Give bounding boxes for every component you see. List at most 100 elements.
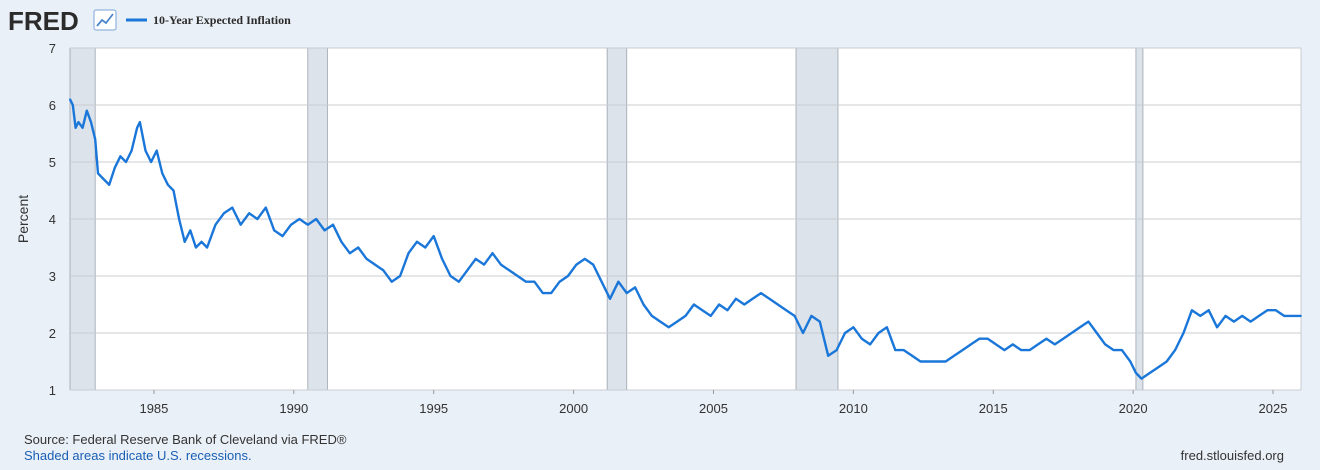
data-point <box>743 303 746 306</box>
recession-note-link[interactable]: Shaded areas indicate U.S. recessions. <box>24 448 252 463</box>
data-point <box>441 258 443 260</box>
data-point <box>144 149 147 152</box>
data-point <box>659 320 662 323</box>
data-point <box>785 309 788 312</box>
data-point <box>961 349 964 351</box>
data-point <box>94 138 97 141</box>
data-point <box>416 240 418 243</box>
data-point <box>69 98 71 101</box>
site-url[interactable]: fred.stlouisfed.org <box>1181 448 1284 463</box>
data-point <box>944 360 947 363</box>
data-point <box>667 326 670 329</box>
y-tick-label: 6 <box>49 98 56 113</box>
data-point <box>1274 309 1277 312</box>
data-point <box>1224 315 1227 317</box>
data-point <box>290 223 292 226</box>
data-point <box>609 297 611 300</box>
data-point <box>1028 349 1031 351</box>
data-point <box>155 149 158 152</box>
data-point <box>1087 320 1090 323</box>
y-tick-label: 2 <box>49 326 56 341</box>
data-point <box>483 263 485 266</box>
data-point <box>508 269 511 272</box>
data-point <box>911 354 914 357</box>
data-point <box>248 212 250 215</box>
data-point <box>844 332 846 334</box>
data-point <box>1104 343 1107 346</box>
data-point <box>273 229 276 232</box>
data-point <box>256 218 259 220</box>
data-point <box>592 263 595 266</box>
data-point <box>516 275 519 277</box>
data-point <box>432 235 435 238</box>
data-point <box>860 337 863 340</box>
data-point <box>928 360 930 363</box>
chart-line-icon[interactable] <box>93 9 117 31</box>
y-tick-label: 4 <box>49 212 56 227</box>
data-point <box>183 240 186 243</box>
data-point <box>161 172 164 175</box>
data-point <box>718 303 720 306</box>
x-axis-ticks: 1985 1990 1995 2000 2005 2010 2015 2020 2025 <box>139 390 1287 416</box>
data-point <box>1258 315 1260 317</box>
data-point <box>74 126 77 129</box>
data-point <box>1165 360 1168 363</box>
data-point <box>919 360 922 363</box>
data-point <box>1190 309 1193 312</box>
data-point <box>194 246 197 249</box>
x-tick-label: 2020 <box>1119 401 1148 416</box>
data-point <box>676 320 679 323</box>
y-tick-label: 7 <box>49 41 56 56</box>
data-point <box>701 309 704 312</box>
series-line <box>68 98 1301 380</box>
data-point <box>357 246 360 249</box>
data-point <box>1207 309 1210 312</box>
data-point <box>575 263 578 266</box>
data-point <box>466 269 469 272</box>
x-tick-label: 1990 <box>279 401 308 416</box>
data-point <box>214 223 217 226</box>
data-point <box>457 280 460 283</box>
data-point <box>709 315 712 317</box>
data-point <box>1232 320 1235 323</box>
data-point <box>97 172 99 175</box>
data-point <box>1129 360 1132 363</box>
data-point <box>1121 349 1123 351</box>
data-point <box>206 246 208 249</box>
data-point <box>374 263 376 266</box>
data-point <box>1300 315 1302 317</box>
data-point <box>172 189 175 192</box>
data-point <box>71 104 74 106</box>
grid-lines <box>70 47 1302 391</box>
data-point <box>1241 315 1244 317</box>
data-point <box>77 121 80 123</box>
data-point <box>424 246 427 249</box>
data-point <box>1135 372 1137 374</box>
data-point <box>625 292 628 294</box>
data-point <box>1174 349 1177 351</box>
data-point <box>978 337 981 340</box>
data-point <box>776 303 779 306</box>
data-point <box>407 252 410 255</box>
data-point <box>390 280 393 283</box>
data-point <box>995 343 997 346</box>
data-point <box>102 178 105 181</box>
data-point <box>550 292 553 294</box>
data-point <box>281 235 284 238</box>
x-tick-label: 2005 <box>699 401 728 416</box>
y-tick-label: 3 <box>49 269 56 284</box>
data-point <box>1199 315 1202 317</box>
data-point <box>365 258 368 260</box>
data-point <box>835 349 838 351</box>
data-point <box>1291 315 1294 317</box>
data-point <box>189 229 192 232</box>
data-point <box>1037 343 1039 346</box>
data-point <box>150 161 153 163</box>
data-point <box>491 252 494 255</box>
fred-logo[interactable]: FRED <box>8 6 79 36</box>
series-layer <box>68 98 1302 380</box>
data-point <box>315 218 318 220</box>
data-point <box>634 286 637 289</box>
data-point <box>348 252 351 255</box>
